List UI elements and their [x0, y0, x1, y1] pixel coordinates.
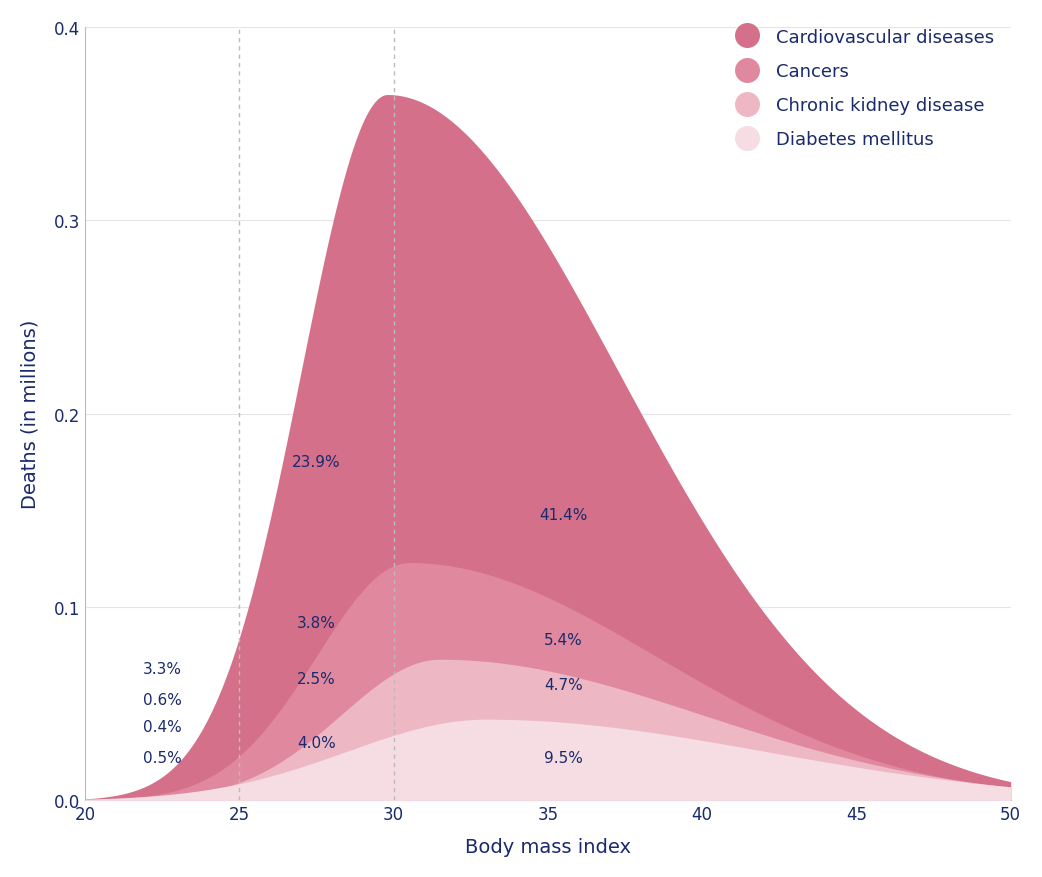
- Text: 2.5%: 2.5%: [297, 671, 336, 687]
- Text: 23.9%: 23.9%: [292, 455, 341, 470]
- Text: 4.7%: 4.7%: [544, 677, 582, 692]
- Y-axis label: Deaths (in millions): Deaths (in millions): [21, 319, 40, 509]
- X-axis label: Body mass index: Body mass index: [465, 838, 630, 856]
- Text: 0.4%: 0.4%: [143, 720, 181, 735]
- Text: 3.3%: 3.3%: [143, 661, 181, 677]
- Text: 5.4%: 5.4%: [544, 632, 582, 647]
- Text: 3.8%: 3.8%: [297, 616, 336, 631]
- Text: 0.5%: 0.5%: [143, 751, 181, 766]
- Text: 41.4%: 41.4%: [539, 507, 588, 522]
- Legend: Cardiovascular diseases, Cancers, Chronic kidney disease, Diabetes mellitus: Cardiovascular diseases, Cancers, Chroni…: [722, 21, 1001, 156]
- Text: 4.0%: 4.0%: [297, 735, 336, 750]
- Text: 9.5%: 9.5%: [544, 751, 582, 766]
- Text: 0.6%: 0.6%: [143, 693, 181, 708]
